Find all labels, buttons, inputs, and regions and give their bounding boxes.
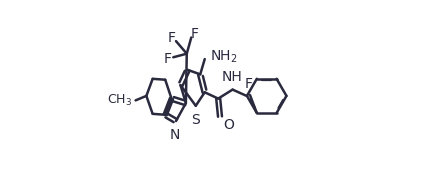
Text: F: F (191, 27, 198, 41)
Text: O: O (224, 118, 235, 132)
Text: CH$_3$: CH$_3$ (107, 93, 132, 108)
Text: S: S (191, 113, 200, 127)
Text: F: F (244, 77, 252, 90)
Text: N: N (170, 128, 180, 142)
Text: NH: NH (221, 70, 242, 84)
Text: F: F (168, 31, 176, 45)
Text: F: F (164, 52, 172, 66)
Text: NH$_2$: NH$_2$ (210, 49, 238, 66)
